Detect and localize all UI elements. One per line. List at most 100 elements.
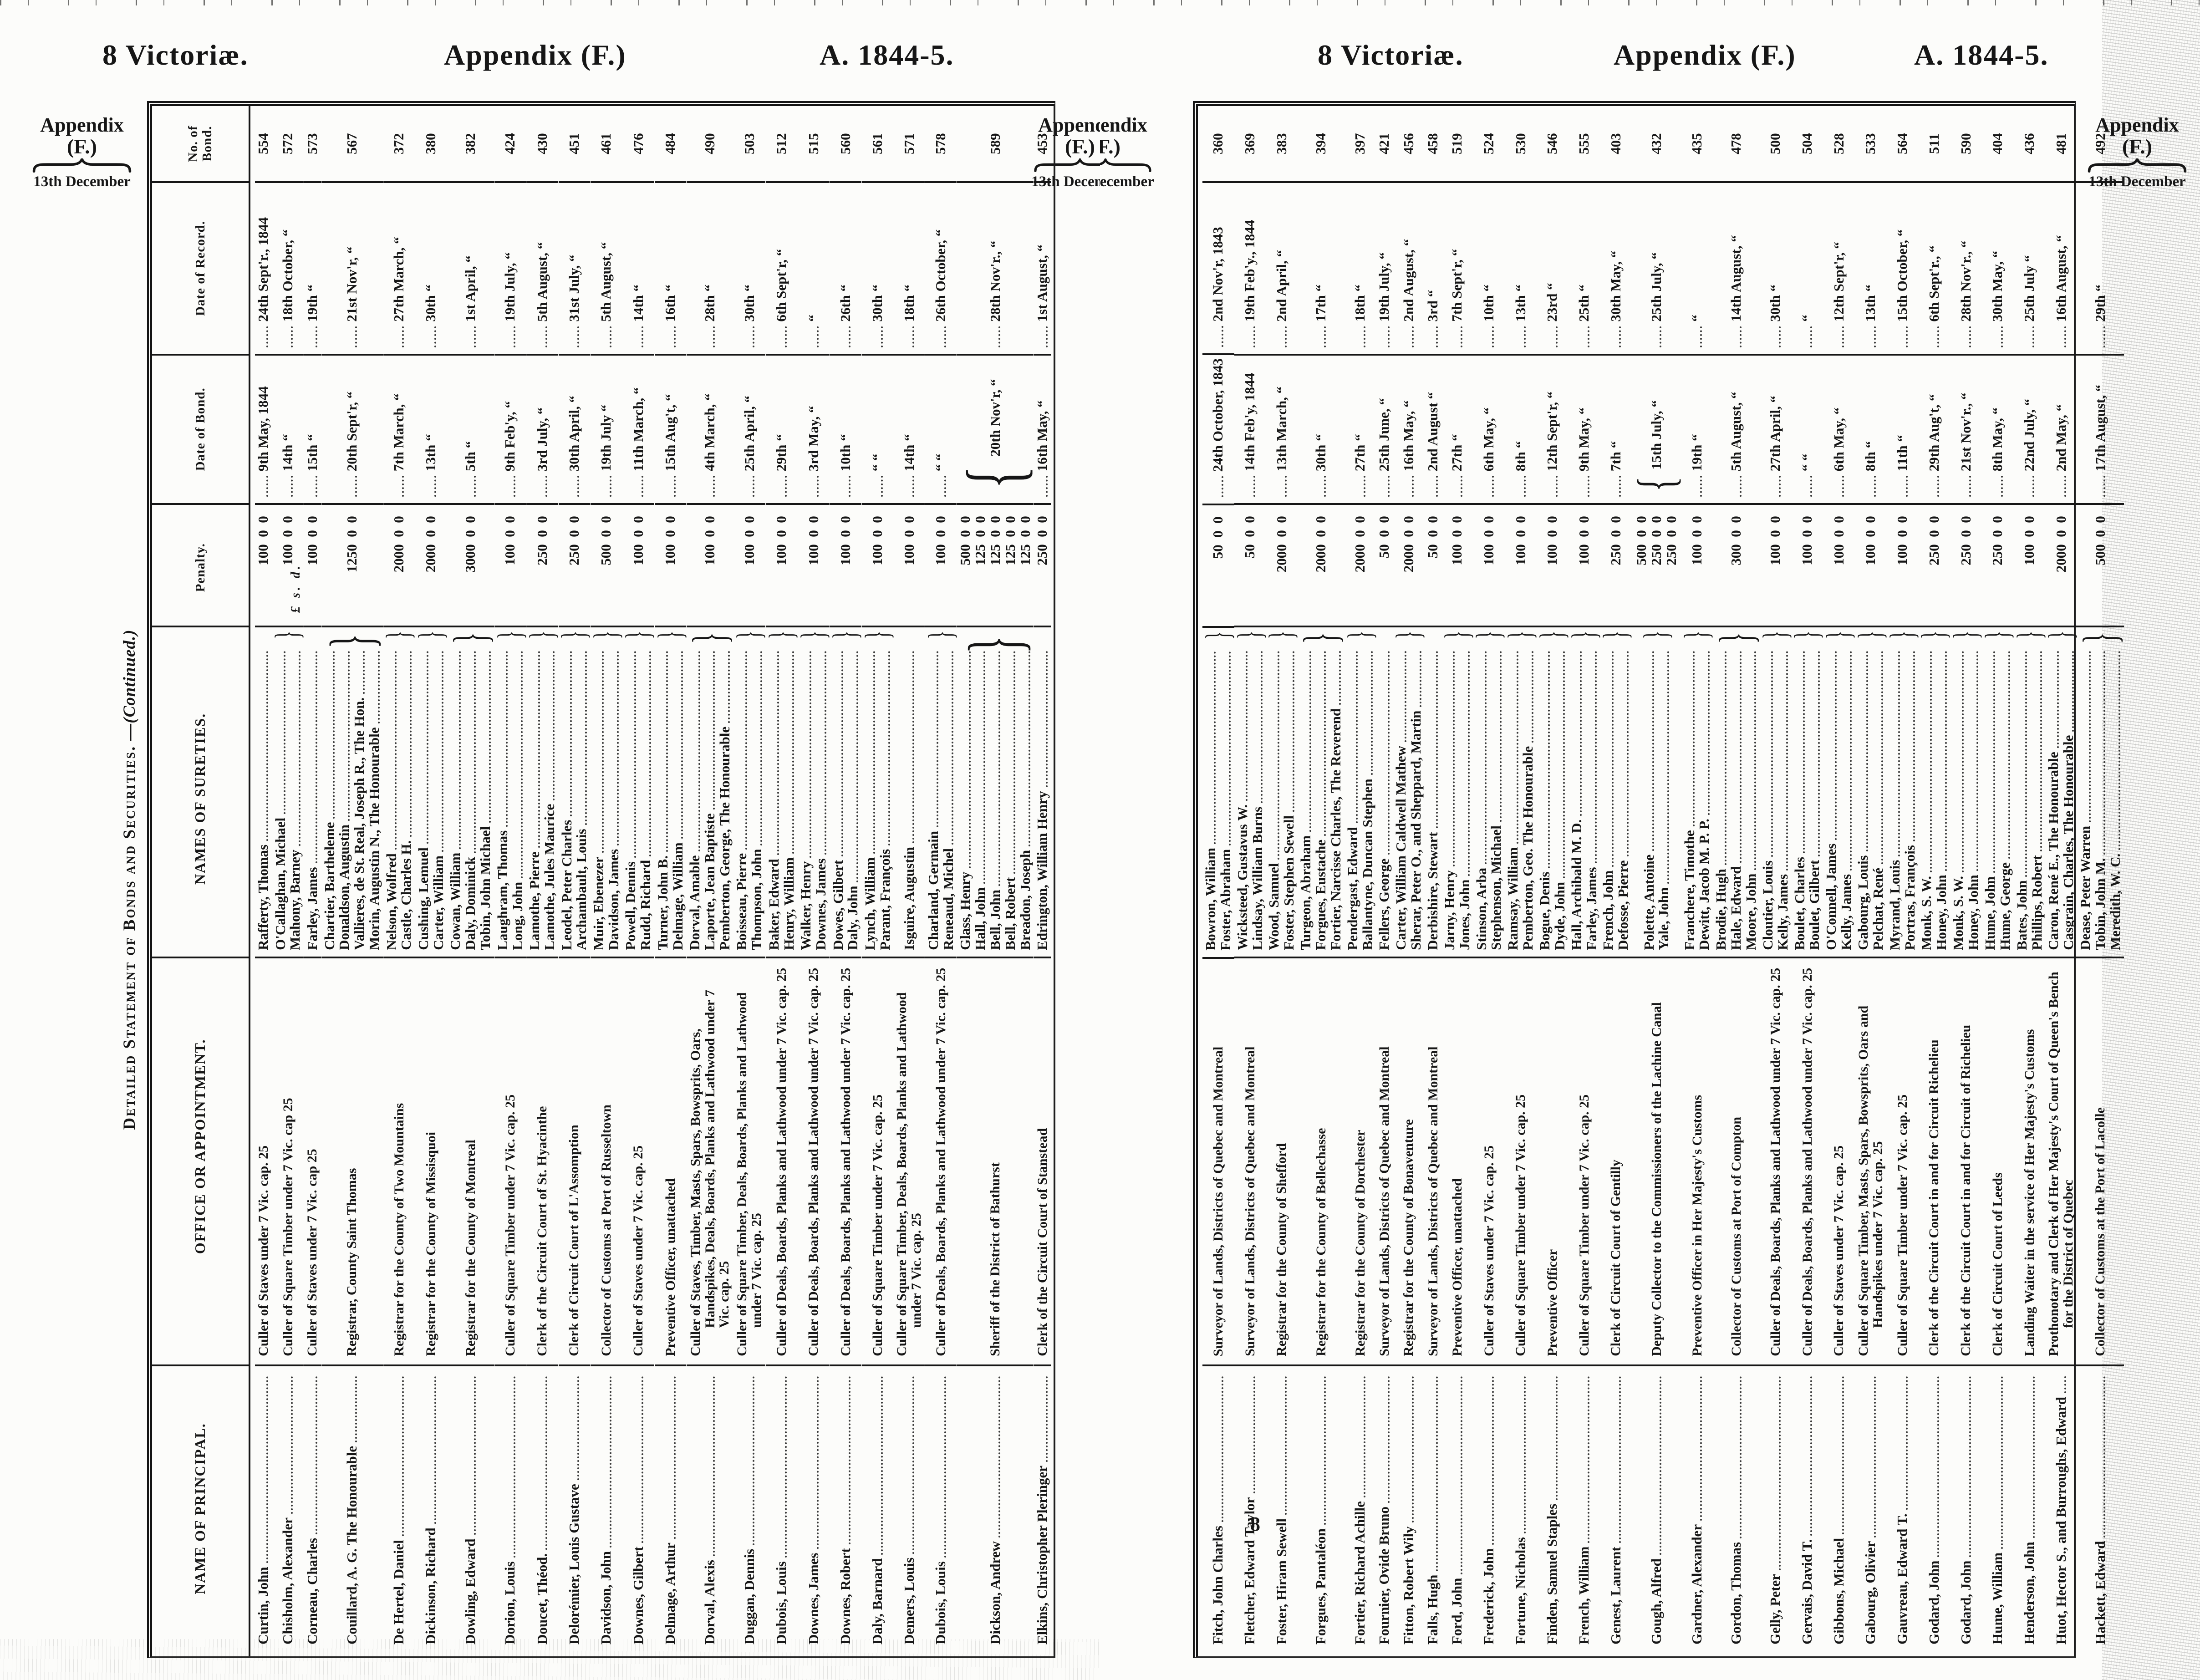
office-cell: Culler of Square Timber under 7 Vic. cap… [494, 958, 526, 1366]
dots-leader [1969, 1376, 1971, 1557]
dots-leader [545, 476, 547, 497]
margin-brace-icon [2088, 158, 2187, 173]
office-cell: Clerk of Circuit Court of Gentilly [1600, 958, 1632, 1366]
dots-leader [1969, 476, 1971, 497]
date-of-record: 13th “ [1862, 284, 1879, 322]
principal-name-cell: Henderson, John [2014, 1366, 2046, 1656]
surety-name-line: Foster, Abraham [1217, 648, 1233, 951]
penalty-amount: 100 0 0 [1481, 516, 1497, 565]
penalty-cell: 250 0 0 [1600, 505, 1632, 628]
dots-leader [817, 326, 819, 347]
dots-leader [1810, 1376, 1813, 1536]
penalty-cell: 100 0 0 [654, 505, 687, 628]
table-row: Duggan, Dennis Culler of Square Timber, D… [730, 106, 769, 1656]
surety-name: Lamothe, Jules Maurice [541, 804, 557, 950]
date-of-record: 30th May, “ [1989, 250, 2006, 322]
date-of-record-cell: 30th May, “ [1600, 183, 1632, 356]
principal-name: Dorval, Alexis [702, 1560, 718, 1644]
surety-name: Lynch, William [862, 857, 878, 950]
office-cell: Culler of Square Timber, Deals, Boards, … [894, 958, 925, 1366]
principal-name-cell: Finden, Samuel Staples [1537, 1366, 1569, 1656]
principal-name-cell: Fortune, Nicholas [1505, 1366, 1537, 1656]
running-head-victoriae: 8 Victoriæ. [1318, 39, 1464, 71]
sureties-cell: Powell, Dennis Rudd, Richard} [619, 627, 657, 958]
dots-leader [1412, 1376, 1414, 1523]
surety-name-line: Boulet, Gilbert [1806, 647, 1822, 950]
dots-leader [1246, 651, 1248, 801]
dots-leader [849, 326, 851, 347]
table-row: De Hertel, Daniel Registrar for the Count… [380, 106, 418, 1656]
dots-leader [1905, 326, 1908, 347]
dots-leader [602, 651, 604, 853]
date-of-record: “ [1689, 315, 1705, 322]
penalty-cell: 100 0 0 [1759, 505, 1792, 628]
table-row: Chisholm, Alexander Culler of Square Timb… [269, 106, 307, 1656]
dots-leader [753, 326, 755, 347]
bond-number: 572 [279, 133, 295, 154]
bond-date-brace: { [951, 466, 1040, 489]
date-of-record-cell: 3rd “ [1425, 183, 1441, 356]
sureties-cell: Lynch, William Parant, François} [859, 627, 897, 958]
dots-leader [881, 326, 883, 347]
surety-name-line: Dyde, John [1552, 647, 1568, 950]
dots-leader [1786, 651, 1788, 871]
margin-brace-icon [1034, 158, 1100, 173]
sureties-cell: Chartier, Bartheleme Donaldson, Augustin V… [318, 627, 386, 958]
penalty-cell: 2000 0 0 [415, 505, 447, 628]
surety-name-line: Delmage, William [670, 647, 686, 950]
principal-name: Dubois, Louis [932, 1561, 949, 1644]
date-of-bond: 8th “ [1512, 441, 1528, 472]
principal-name-cell: Frederick, John [1473, 1366, 1505, 1656]
penalty-cell: 500 0 0 [590, 505, 622, 628]
dots-leader [937, 651, 939, 828]
dots-leader [1013, 651, 1016, 874]
penalty-cell: 100 0 0 [862, 505, 894, 628]
table-row: Henderson, John Landing Waiter in the ser… [2010, 106, 2048, 1656]
surety-name: Daly, John [845, 886, 861, 950]
dots-leader [283, 651, 285, 814]
penalty-amount: 250 0 0 [1648, 516, 1664, 565]
surety-name: Fellers, George [1376, 858, 1392, 950]
office-text: Surveyor of Lands, Districts of Quebec a… [1210, 1046, 1226, 1357]
principal-name: Elkins, Christopher Pleringer [1034, 1466, 1050, 1644]
date-of-record: 1st August, “ [1034, 244, 1050, 322]
dots-leader [1976, 651, 1979, 871]
surety-name-line: Daly, Dominick [462, 647, 478, 950]
penalty-amount: 100 0 0 [1862, 516, 1879, 565]
principal-name: Falls, Hugh [1425, 1574, 1441, 1644]
bond-number: 560 [837, 133, 854, 154]
surety-name-line: Hume, John [1982, 647, 1998, 950]
penalty-amount: 100 0 0 [1544, 516, 1560, 565]
surety-name-line: Caron, René E., The Honourable [2045, 647, 2062, 950]
penalty-cell: 100 0 0 [830, 505, 862, 628]
office-cell: Surveyor of Lands, Districts of Quebec a… [1425, 958, 1441, 1366]
dots-leader [1993, 651, 1996, 873]
dots-leader [817, 1376, 819, 1549]
bond-number-cell: 573 [304, 106, 321, 183]
dots-leader [1913, 651, 1915, 842]
date-of-bond: 20th Sept'r, “ [343, 391, 360, 472]
dots-leader [856, 651, 858, 882]
penalty-amount: 100 0 0 [702, 516, 718, 565]
surety-name: Caron, René E., The Honourable [2045, 752, 2062, 950]
date-of-bond-cell: 8th “ [1855, 355, 1887, 505]
office-cell: Landing Waiter in the service of Her Maj… [2013, 958, 2046, 1366]
bond-number: 403 [1607, 133, 1624, 154]
margin-brace-icon [1100, 158, 1151, 173]
date-of-record-cell: 16th August, “ [2045, 183, 2078, 356]
office-cell: Registrar for the County of Bonaventure [1393, 958, 1425, 1366]
dots-leader [824, 651, 826, 855]
office-cell: Culler of Staves under 7 Vic. cap. 25 [1823, 958, 1855, 1366]
office-text: Registrar for the County of Bonaventure [1401, 1119, 1416, 1356]
bond-number-cell: 421 [1376, 106, 1393, 183]
penalty-amount: 100 0 0 [662, 516, 678, 565]
surety-name-line: Reneaud, Michel [940, 647, 956, 950]
office-cell: Preventive Officer, unattached [654, 958, 687, 1366]
penalty-cell: 3000 0 0 [447, 505, 494, 628]
surety-name: Bell, John [987, 890, 1003, 950]
date-of-record: 5th August, “ [598, 242, 614, 322]
penalty-cell: 250 0 0 [526, 505, 558, 628]
principal-name-cell: Gardner, Alexander [1681, 1366, 1713, 1656]
table-row: Godard, John Clerk of the Circuit Court i… [1947, 106, 1985, 1656]
date-of-record: 25th “ [1576, 284, 1592, 322]
